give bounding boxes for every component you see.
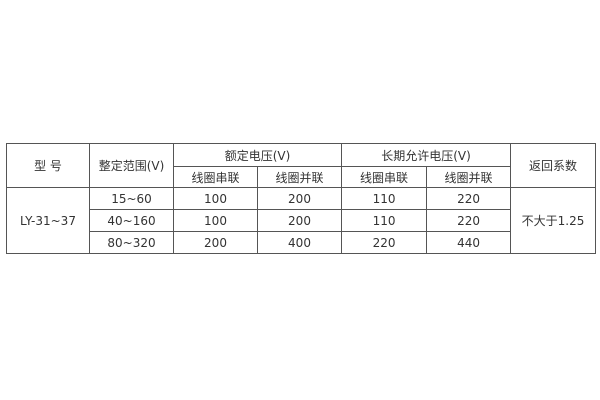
header-long-term-voltage: 长期允许电压(V) (341, 143, 512, 167)
table-row: LY-31~37 15~60 100 200 110 220 不大于1.25 (6, 187, 597, 254)
header-model: 型 号 (6, 143, 90, 188)
rated-parallel-cell: 400 (256, 231, 343, 254)
range-cell: 15~60 (89, 187, 174, 210)
range-cell: 40~160 (89, 209, 174, 232)
subheader-long-parallel: 线圈并联 (426, 166, 512, 188)
long-parallel-cell: 220 (426, 209, 512, 232)
spec-table: 型 号 整定范围(V) 额定电压(V) 长期允许电压(V) 返回系数 线圈串联 … (6, 143, 597, 254)
table-row: 40~160 100 200 110 220 (7, 209, 596, 232)
subheader-rated-parallel: 线圈并联 (256, 166, 343, 188)
long-series-cell: 110 (341, 209, 428, 232)
rated-series-cell: 100 (173, 187, 258, 210)
range-cell: 80~320 (89, 231, 174, 254)
subheader-long-series: 线圈串联 (341, 166, 428, 188)
return-coefficient-cell: 不大于1.25 (510, 187, 597, 254)
long-parallel-cell: 220 (426, 187, 512, 210)
header-range: 整定范围(V) (89, 143, 174, 188)
header-rated-voltage: 额定电压(V) (172, 143, 343, 167)
long-series-cell: 110 (341, 187, 428, 210)
long-series-cell: 220 (341, 231, 428, 254)
rated-parallel-cell: 200 (256, 187, 343, 210)
table-row: 80~320 200 400 220 440 (7, 231, 596, 254)
rated-parallel-cell: 200 (256, 209, 343, 232)
rated-series-cell: 100 (173, 209, 258, 232)
model-cell: LY-31~37 (6, 187, 90, 254)
long-parallel-cell: 440 (426, 231, 512, 254)
header-return-coefficient: 返回系数 (510, 143, 597, 188)
subheader-rated-series: 线圈串联 (173, 166, 258, 188)
rated-series-cell: 200 (173, 231, 258, 254)
